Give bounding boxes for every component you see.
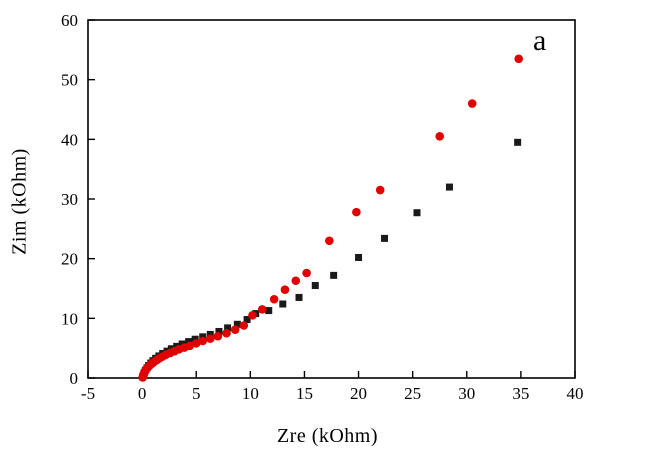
svg-text:10: 10 [61, 309, 78, 328]
svg-text:50: 50 [61, 71, 78, 90]
svg-text:20: 20 [350, 384, 367, 403]
svg-text:30: 30 [458, 384, 475, 403]
svg-text:40: 40 [567, 384, 584, 403]
svg-text:25: 25 [404, 384, 421, 403]
svg-text:10: 10 [242, 384, 259, 403]
x-axis-label: Zre (kOhm) [276, 425, 379, 447]
svg-text:5: 5 [192, 384, 201, 403]
svg-text:15: 15 [296, 384, 313, 403]
svg-text:35: 35 [512, 384, 529, 403]
svg-text:40: 40 [61, 130, 78, 149]
svg-text:60: 60 [61, 11, 78, 30]
svg-text:20: 20 [61, 250, 78, 269]
svg-text:-5: -5 [81, 384, 95, 403]
panel-annotation: a [533, 24, 547, 57]
svg-text:30: 30 [61, 190, 78, 209]
svg-text:0: 0 [70, 369, 79, 388]
svg-text:0: 0 [138, 384, 147, 403]
y-axis-label: Zim (kOhm) [8, 148, 31, 255]
